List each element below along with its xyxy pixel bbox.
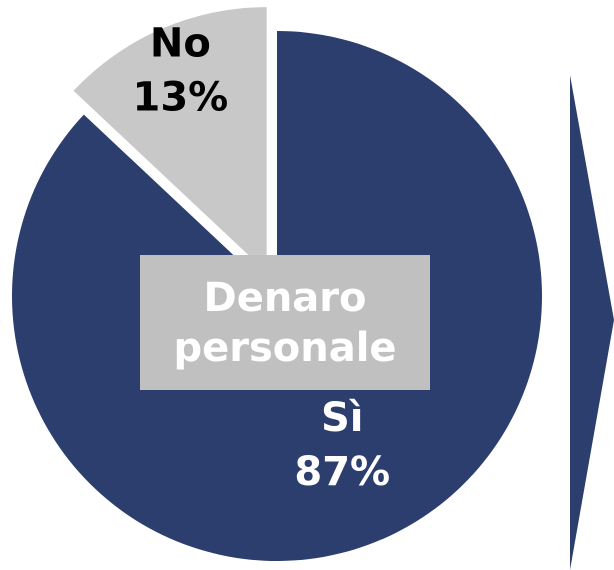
arrow — [570, 75, 614, 570]
slice-value: 13% — [132, 75, 228, 121]
center-label: Denaro personale — [140, 255, 430, 390]
slice-label: Sì — [321, 395, 364, 441]
slice-label: No — [150, 21, 211, 67]
slice-value: 87% — [294, 449, 390, 495]
pie-slice — [73, 7, 267, 273]
